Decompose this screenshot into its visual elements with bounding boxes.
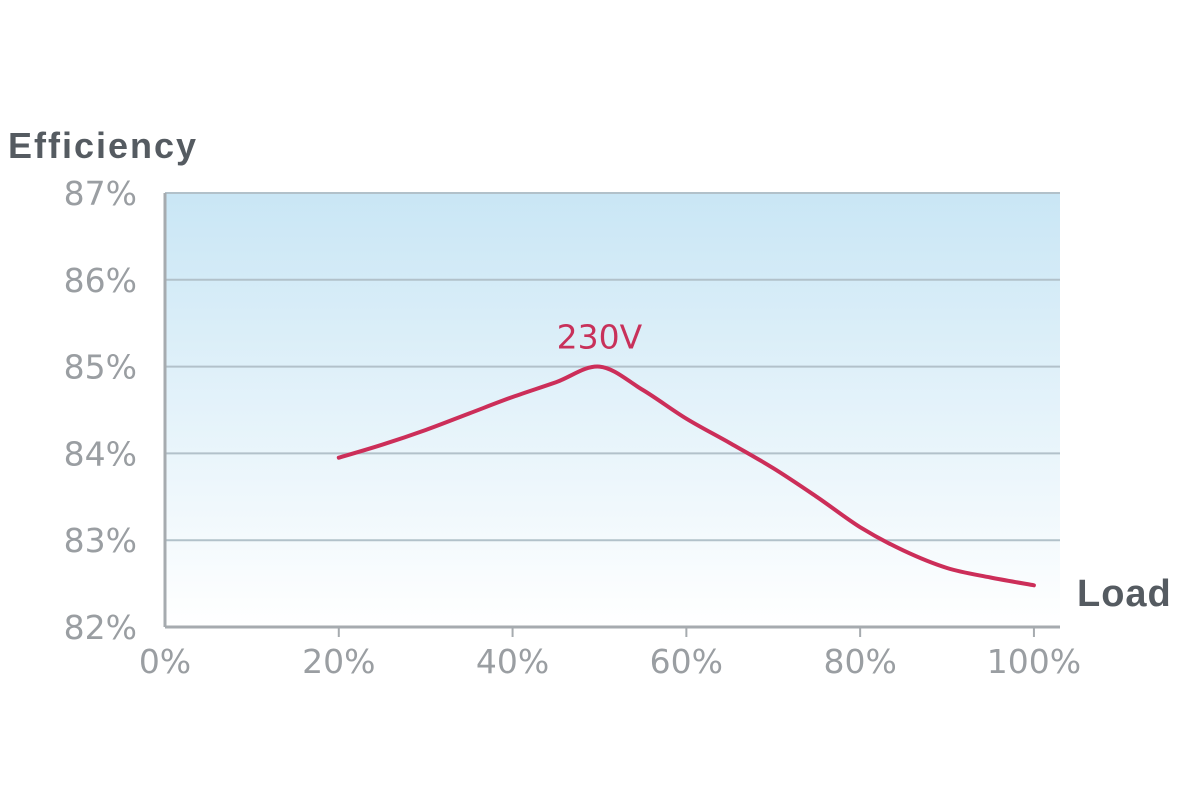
y-tick-label: 87%	[64, 174, 137, 213]
y-tick-label: 82%	[64, 608, 137, 647]
x-tick-label: 20%	[302, 642, 375, 681]
series-lines: 230V	[336, 318, 1036, 588]
x-tick-label: 60%	[650, 642, 723, 681]
y-tick-label: 83%	[64, 521, 137, 560]
x-axis-title: Load	[1077, 573, 1172, 615]
axes	[163, 193, 1060, 637]
y-tick-label: 85%	[64, 348, 137, 387]
x-tick-label: 80%	[823, 642, 896, 681]
series-line-0	[336, 364, 1036, 588]
y-tick-label: 84%	[64, 434, 137, 473]
series-annotation-label: 230V	[557, 318, 643, 357]
x-tick-label: 0%	[139, 642, 191, 681]
x-tick-label: 40%	[476, 642, 549, 681]
tick-labels: 82% 83% 84% 85% 86% 87% 0% 20% 40% 60% 80% 100%	[64, 174, 1081, 681]
y-tick-label: 86%	[64, 261, 137, 300]
y-axis-title: Efficiency	[8, 125, 198, 166]
x-tick-label: 100%	[987, 642, 1081, 681]
grid-lines	[165, 192, 1060, 542]
